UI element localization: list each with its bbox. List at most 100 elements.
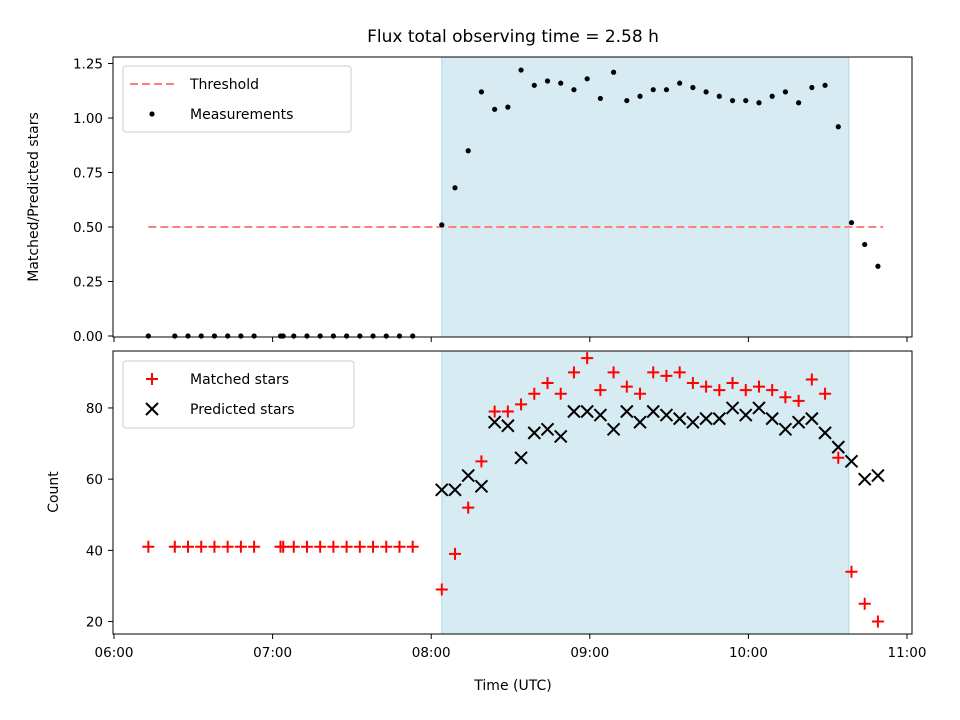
predicted-star-point bbox=[805, 411, 819, 426]
measurement-point bbox=[716, 93, 722, 99]
matched-star-point bbox=[858, 597, 871, 610]
predicted-star-point bbox=[474, 479, 489, 493]
ratio-panel-frame bbox=[112, 56, 913, 338]
x-axis-label: Time (UTC) bbox=[473, 678, 551, 694]
predicted-star-point bbox=[739, 408, 753, 422]
measurement-point bbox=[624, 97, 630, 104]
matched-star-point bbox=[367, 540, 380, 553]
predicted-star-point bbox=[633, 415, 647, 429]
matched-star-point bbox=[314, 540, 327, 553]
matched-star-point bbox=[287, 540, 300, 553]
measurement-point bbox=[809, 84, 815, 91]
measurement-point bbox=[370, 333, 376, 339]
predicted-star-point bbox=[580, 404, 594, 419]
matched-star-point bbox=[393, 540, 406, 553]
measurement-point bbox=[185, 333, 191, 339]
ratio-y-tick-label: 0.25 bbox=[73, 275, 103, 291]
matched-star-point bbox=[528, 387, 541, 400]
predicted-star-point bbox=[487, 415, 502, 429]
matched-star-point bbox=[277, 540, 290, 553]
matched-star-point bbox=[819, 387, 832, 400]
measurement-point bbox=[330, 333, 336, 339]
matched-star-point bbox=[792, 394, 805, 407]
matched-star-point bbox=[845, 565, 858, 578]
predicted-star-point bbox=[672, 411, 687, 426]
measurement-point bbox=[663, 87, 670, 93]
matched-star-point bbox=[832, 451, 845, 464]
measurement-point bbox=[875, 263, 881, 269]
measurement-point bbox=[383, 333, 389, 339]
measurement-point bbox=[357, 333, 363, 339]
matched-star-point bbox=[142, 540, 155, 553]
measurement-point bbox=[344, 333, 350, 339]
matched-star-point bbox=[673, 366, 686, 379]
measurement-point bbox=[452, 185, 458, 191]
ratio-axis-ticks: 0.00 0.25 0.50 0.75 1.00 1.25 bbox=[73, 57, 908, 345]
matched-star-point bbox=[208, 540, 221, 553]
measurement-point bbox=[251, 333, 257, 339]
measurement-point bbox=[304, 333, 310, 339]
count-y-tick-label: 60 bbox=[86, 472, 103, 488]
predicted-star-point bbox=[686, 415, 700, 429]
predicted-star-point bbox=[527, 426, 541, 440]
count-y-tick-label: 80 bbox=[86, 401, 103, 417]
predicted-star-point bbox=[778, 422, 793, 437]
measurement-point bbox=[782, 89, 789, 95]
matched-star-point bbox=[234, 540, 247, 553]
ratio-ylabel: Matched/Predicted stars bbox=[26, 112, 42, 282]
predicted-star-point bbox=[501, 419, 515, 433]
measurements-legend-label: Measurements bbox=[190, 107, 293, 123]
matched-star-point bbox=[488, 405, 501, 418]
measurement-point bbox=[225, 333, 231, 339]
measurement-point bbox=[172, 333, 178, 339]
measurement-point bbox=[558, 80, 564, 86]
ratio-legend-box bbox=[122, 65, 352, 133]
matched-star-point bbox=[475, 455, 488, 468]
measurement-point bbox=[796, 100, 802, 106]
predicted-star-point bbox=[461, 468, 475, 483]
predicted-star-point bbox=[725, 401, 740, 415]
count-legend: Matched stars Predicted stars bbox=[122, 360, 355, 429]
predicted-star-point bbox=[514, 451, 528, 465]
measurement-point bbox=[848, 220, 855, 226]
predicted-star-point bbox=[593, 408, 608, 422]
matched-star-point bbox=[686, 377, 699, 390]
matched-star-point bbox=[634, 387, 647, 400]
measurement-point bbox=[650, 87, 656, 93]
predicted-star-point bbox=[844, 454, 859, 469]
x-tick-label: 08:00 bbox=[412, 645, 451, 661]
matched-star-point bbox=[248, 540, 261, 553]
count-y-tick-label: 20 bbox=[86, 615, 103, 631]
x-tick-label: 10:00 bbox=[729, 645, 768, 661]
count-y-tick-label: 40 bbox=[86, 543, 103, 559]
count-points bbox=[142, 352, 885, 628]
x-tick-label: 07:00 bbox=[253, 645, 292, 661]
predicted-star-point bbox=[699, 411, 713, 426]
predicted-legend-label: Predicted stars bbox=[190, 402, 295, 418]
measurement-point bbox=[238, 333, 244, 339]
measurement-point bbox=[637, 93, 643, 99]
measurements-legend-swatch bbox=[149, 111, 155, 117]
count-legend-box bbox=[122, 360, 355, 429]
matched-star-point bbox=[448, 547, 461, 560]
ratio-y-tick-label: 0.00 bbox=[73, 329, 103, 345]
matched-star-point bbox=[871, 615, 884, 628]
matched-star-point bbox=[700, 380, 713, 393]
matched-star-point bbox=[195, 540, 208, 553]
count-axis-ticks: 06:00 07:00 08:00 09:00 10:00 11:00 20 40 60 80 bbox=[86, 401, 927, 661]
count-panel: 06:00 07:00 08:00 09:00 10:00 11:00 20 40 60 80 C… bbox=[46, 350, 927, 661]
predicted-star-point bbox=[448, 483, 462, 497]
measurement-point bbox=[198, 333, 204, 339]
measurement-point bbox=[584, 76, 590, 82]
ratio-panel: 0.00 0.25 0.50 0.75 1.00 1.25 Matched/Predict… bbox=[26, 56, 913, 345]
measurement-point bbox=[280, 333, 286, 339]
measurement-point bbox=[610, 69, 617, 75]
threshold-legend-label: Threshold bbox=[189, 77, 259, 93]
predicted-star-point bbox=[818, 426, 832, 440]
measurement-point bbox=[862, 241, 868, 248]
matched-star-point bbox=[805, 373, 818, 386]
matched-star-point bbox=[660, 369, 673, 382]
chart-title: Flux total observing time = 2.58 h bbox=[367, 27, 659, 47]
x-tick-label: 06:00 bbox=[95, 645, 134, 661]
